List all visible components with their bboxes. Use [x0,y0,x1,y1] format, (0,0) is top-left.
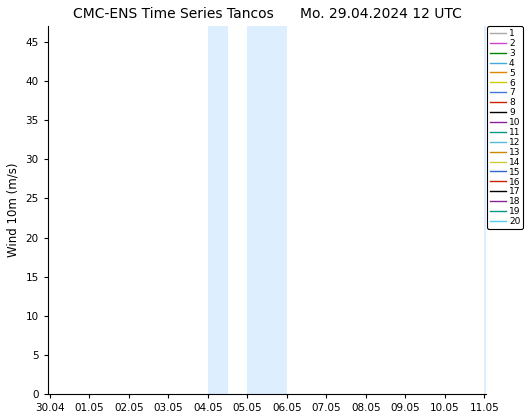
Bar [208,26,227,394]
Legend: 1, 2, 3, 4, 5, 6, 7, 8, 9, 10, 11, 12, 13, 14, 15, 16, 17, 18, 19, 20: 1, 2, 3, 4, 5, 6, 7, 8, 9, 10, 11, 12, 1… [487,26,523,229]
Bar [484,26,504,394]
Y-axis label: Wind 10m (m/s): Wind 10m (m/s) [7,163,20,257]
Title: CMC-ENS Time Series Tancos      Mo. 29.04.2024 12 UTC: CMC-ENS Time Series Tancos Mo. 29.04.202… [73,7,462,21]
Bar [248,26,287,394]
